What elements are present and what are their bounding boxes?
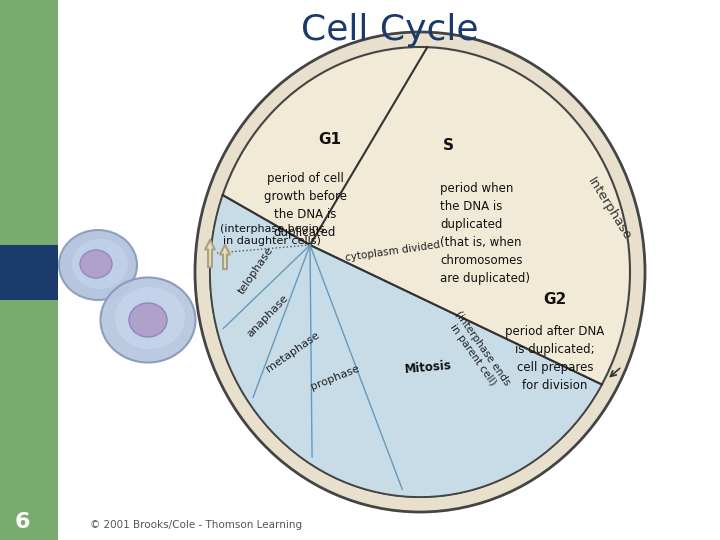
Text: Interphase: Interphase <box>585 176 634 243</box>
Text: Cell Cycle: Cell Cycle <box>301 13 479 47</box>
Text: metaphase: metaphase <box>265 330 322 374</box>
Ellipse shape <box>101 278 196 362</box>
Text: G1: G1 <box>318 132 341 147</box>
Ellipse shape <box>115 287 185 349</box>
Text: © 2001 Brooks/Cole - Thomson Learning: © 2001 Brooks/Cole - Thomson Learning <box>90 520 302 530</box>
Text: (interphase ends
in parent cell): (interphase ends in parent cell) <box>444 309 512 394</box>
Polygon shape <box>210 195 602 497</box>
Text: anaphase: anaphase <box>245 293 290 339</box>
Text: Mitosis: Mitosis <box>404 359 452 375</box>
Ellipse shape <box>80 250 112 278</box>
Text: S: S <box>443 138 454 152</box>
Text: period when
the DNA is
duplicated
(that is, when
chromosomes
are duplicated): period when the DNA is duplicated (that … <box>440 182 530 285</box>
Text: (interphase begins
in daughter cells): (interphase begins in daughter cells) <box>220 224 324 246</box>
Ellipse shape <box>72 239 128 289</box>
Text: period after DNA
is duplicated;
cell prepares
for division: period after DNA is duplicated; cell pre… <box>505 325 605 392</box>
Text: period of cell
growth before
the DNA is
duplicated: period of cell growth before the DNA is … <box>264 172 346 239</box>
Ellipse shape <box>59 230 137 300</box>
Ellipse shape <box>129 303 167 337</box>
Text: prophase: prophase <box>309 363 361 392</box>
Bar <box>0 0 58 540</box>
Ellipse shape <box>210 47 630 497</box>
Ellipse shape <box>195 32 645 512</box>
Text: 6: 6 <box>14 512 30 532</box>
Bar <box>0 245 58 300</box>
Text: telophase: telophase <box>236 245 275 296</box>
Text: G2: G2 <box>544 293 567 307</box>
Text: cytoplasm divided: cytoplasm divided <box>345 239 441 262</box>
